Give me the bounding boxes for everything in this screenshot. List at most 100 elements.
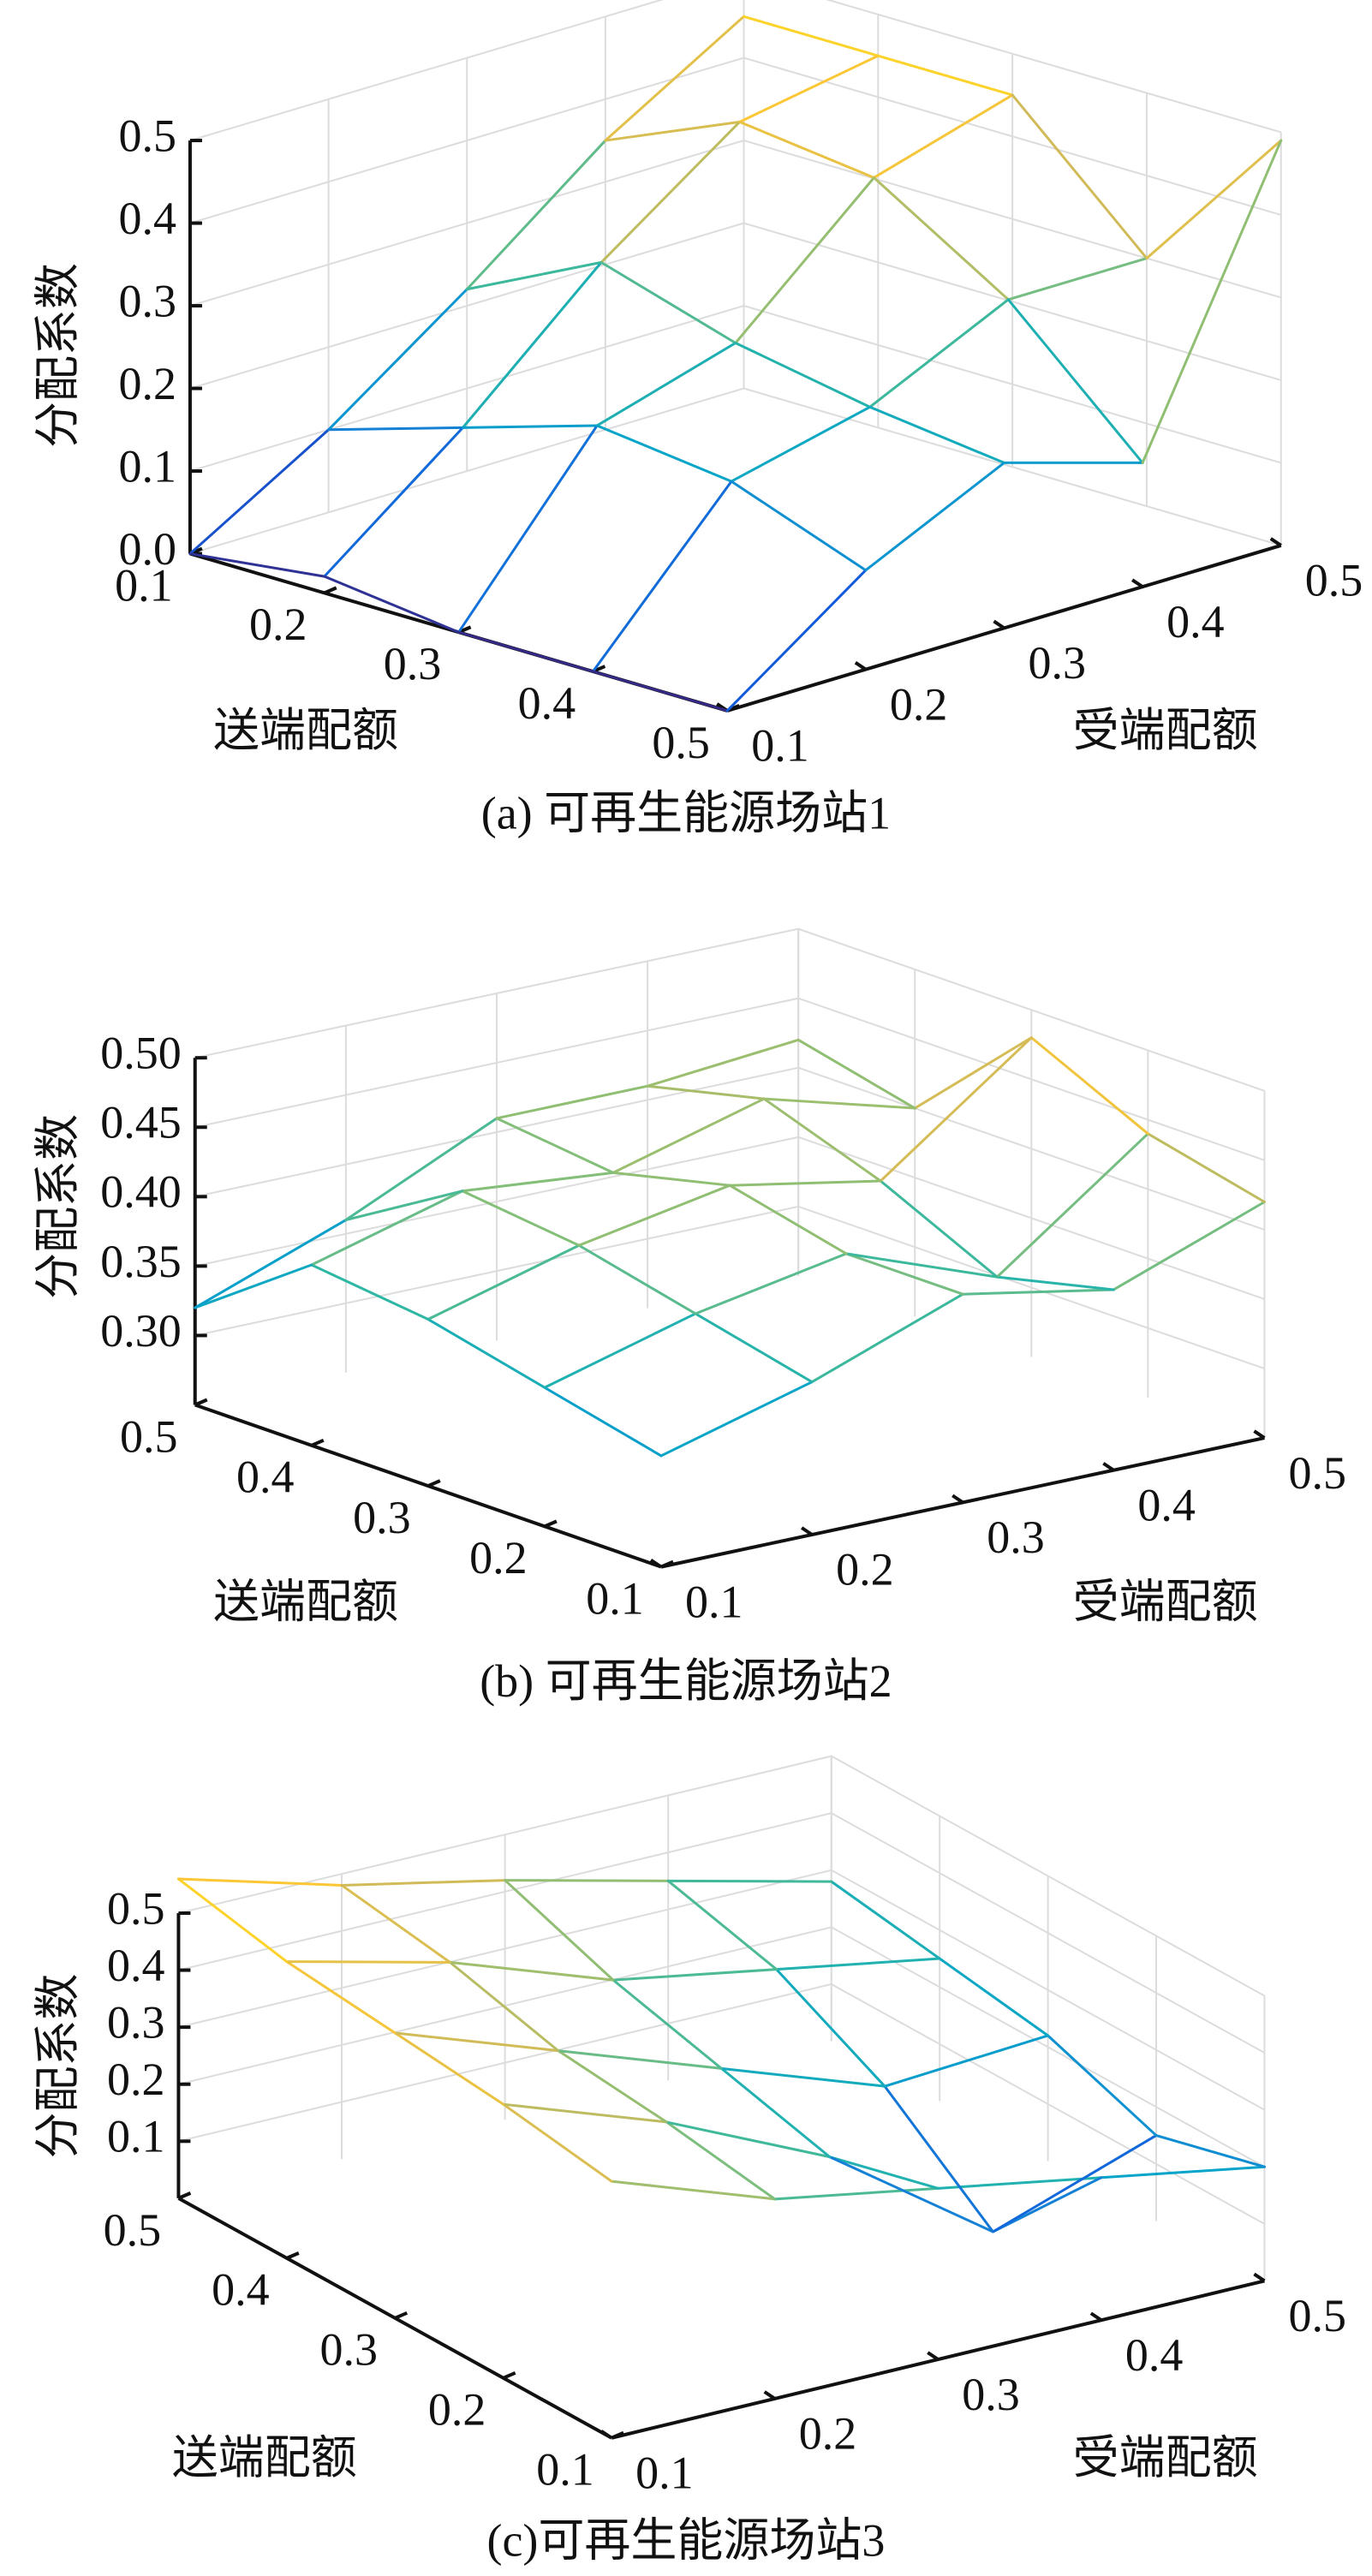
- surface-edge: [719, 2066, 886, 2088]
- y-tick-label: 0.1: [635, 2447, 694, 2498]
- surface-edge: [502, 2102, 668, 2124]
- surface-edge: [828, 2156, 994, 2233]
- x-axis: [194, 1403, 662, 1569]
- surface-edge: [762, 1097, 882, 1183]
- x-tick: [660, 1559, 674, 1569]
- y-tick: [1102, 1462, 1115, 1472]
- surface-edge: [176, 1877, 343, 1887]
- y-tick-label: 0.4: [1137, 1479, 1196, 1530]
- surface-edge: [665, 2120, 832, 2159]
- surface-edge: [646, 1084, 766, 1100]
- surface-edge: [427, 1243, 581, 1321]
- surface-edge: [730, 405, 872, 483]
- surface-edge: [1006, 257, 1148, 301]
- surface-edge: [936, 2176, 1103, 2190]
- x-tick-label: 0.4: [518, 677, 576, 729]
- surface-edge: [775, 1957, 941, 1971]
- caption: (b) 可再生能源场站2: [480, 1655, 892, 1707]
- surface-edge: [495, 1117, 615, 1174]
- surface-edge: [557, 2049, 668, 2124]
- surface-edge: [557, 2049, 723, 2070]
- surface-edge: [577, 1184, 731, 1247]
- x-axis-label: 送端配额: [213, 1576, 398, 1627]
- z-axis-label: 分配系数: [33, 1974, 84, 2159]
- surface-edge: [773, 2186, 940, 2201]
- surface-edge: [340, 1883, 451, 1964]
- y-tick: [927, 2351, 940, 2361]
- z-tick-label: 0.2: [107, 2054, 165, 2105]
- surface-edge: [591, 480, 733, 673]
- x-tick: [427, 1479, 441, 1488]
- y-tick-label: 0.3: [962, 2369, 1020, 2420]
- surface-edge: [194, 1263, 313, 1309]
- surface-edge: [830, 1880, 941, 1960]
- surface-edge: [610, 2179, 777, 2201]
- grid-line: [194, 1066, 1265, 1231]
- surface-edge: [595, 424, 733, 483]
- surface-edge: [913, 1036, 1033, 1110]
- surface-edge: [1100, 2165, 1266, 2179]
- y-tick-label: 0.2: [890, 678, 948, 730]
- surface-edge: [188, 552, 326, 578]
- surface-edge: [995, 1275, 1115, 1291]
- x-tick-label: 0.2: [249, 599, 307, 650]
- grid-line: [189, 387, 1282, 555]
- grid-line: [194, 927, 1265, 1092]
- x-tick-label: 0.5: [104, 2204, 162, 2256]
- surface-edge: [810, 1292, 964, 1384]
- grid-line: [189, 305, 1282, 473]
- x-tick-label: 0.3: [384, 638, 442, 689]
- x-tick-label: 0.4: [212, 2264, 270, 2316]
- x-tick-label: 0.3: [353, 1492, 411, 1543]
- surface-edge: [591, 670, 729, 713]
- surface-edge: [738, 120, 875, 179]
- surface-edge: [1141, 139, 1283, 464]
- x-tick: [544, 1519, 558, 1529]
- y-tick-label: 0.2: [836, 1544, 894, 1595]
- x-tick: [394, 2311, 409, 2320]
- surface-edge: [604, 120, 742, 142]
- surface-edge: [188, 428, 331, 556]
- x-tick-label: 0.1: [536, 2444, 594, 2496]
- surface-edge: [194, 1219, 348, 1309]
- surface-edge: [872, 93, 1014, 179]
- surface-edge: [725, 569, 868, 713]
- surface-edge: [393, 2031, 505, 2106]
- surface-edge: [743, 15, 880, 57]
- y-axis-label: 受端配额: [1073, 705, 1258, 756]
- z-tick-label: 0.4: [118, 193, 176, 244]
- surface-edge: [991, 2176, 1103, 2233]
- z-tick-label: 0.1: [118, 440, 176, 492]
- surface-edge: [448, 1960, 615, 1982]
- surface-edge: [775, 1968, 886, 2088]
- surface-edge: [844, 1252, 999, 1279]
- x-tick-label: 0.3: [319, 2324, 378, 2376]
- surface-edge: [991, 2134, 1158, 2233]
- y-tick-label: 0.1: [685, 1576, 743, 1627]
- surface-edge: [600, 120, 742, 264]
- z-tick-label: 0.3: [107, 1997, 165, 2048]
- surface-edge: [323, 426, 464, 578]
- grid-line: [189, 57, 1282, 224]
- surface-edge: [285, 1960, 451, 1964]
- x-axis-label: 送端配额: [172, 2432, 357, 2484]
- surface-edge: [1011, 93, 1148, 260]
- surface-edge: [1029, 1036, 1149, 1136]
- surface-edge: [465, 260, 603, 291]
- surface-edge: [1006, 298, 1144, 464]
- surface-edge: [461, 260, 603, 429]
- surface-edge: [1146, 1132, 1266, 1203]
- surface-edge: [427, 1318, 546, 1389]
- x-tick-label: 0.2: [469, 1532, 528, 1583]
- y-tick-label: 0.5: [1305, 555, 1363, 606]
- y-tick: [1253, 1429, 1266, 1440]
- surface-edge: [734, 176, 875, 344]
- y-tick-label: 0.5: [1288, 1447, 1346, 1499]
- y-axis-label: 受端配额: [1073, 1576, 1258, 1627]
- surface-edge: [734, 341, 872, 408]
- surface-edge: [665, 2120, 777, 2201]
- surface-edge: [694, 1312, 814, 1384]
- surface-edge: [883, 2034, 1050, 2088]
